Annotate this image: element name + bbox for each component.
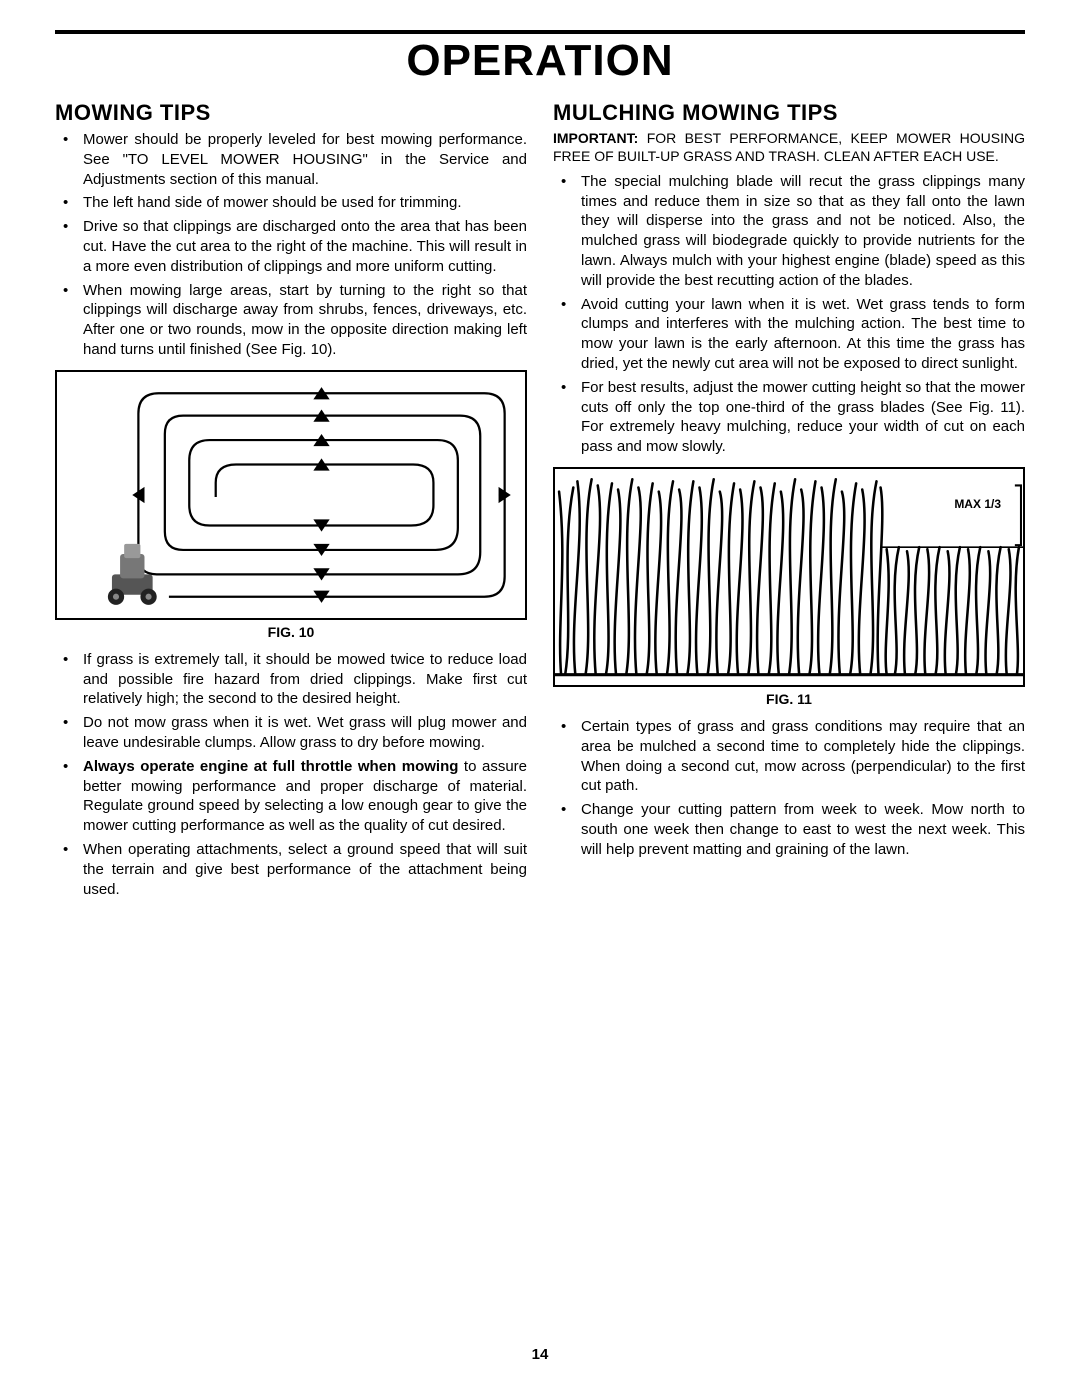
list-item: Certain types of grass and grass conditi… xyxy=(553,717,1025,796)
max-one-third-label: MAX 1/3 xyxy=(952,497,1003,511)
figure-10 xyxy=(55,370,527,620)
mulching-tips-list-top: The special mulching blade will recut th… xyxy=(553,172,1025,457)
page-number: 14 xyxy=(0,1346,1080,1363)
list-item: Change your cutting pattern from week to… xyxy=(553,800,1025,859)
list-item: The special mulching blade will recut th… xyxy=(553,172,1025,291)
mowing-tips-heading: MOWING TIPS xyxy=(55,100,527,126)
right-column: MULCHING MOWING TIPS IMPORTANT: FOR BEST… xyxy=(553,94,1025,903)
list-item: Drive so that clippings are discharged o… xyxy=(55,217,527,276)
left-column: MOWING TIPS Mower should be properly lev… xyxy=(55,94,527,903)
content-columns: MOWING TIPS Mower should be properly lev… xyxy=(55,94,1025,903)
manual-page: OPERATION MOWING TIPS Mower should be pr… xyxy=(0,0,1080,1397)
important-note: IMPORTANT: FOR BEST PERFORMANCE, KEEP MO… xyxy=(553,130,1025,166)
mowing-pattern-diagram xyxy=(57,372,525,618)
list-item: When operating attachments, select a gro… xyxy=(55,840,527,899)
list-item: Mower should be properly leveled for bes… xyxy=(55,130,527,189)
top-rule xyxy=(55,30,1025,34)
list-item: For best results, adjust the mower cutti… xyxy=(553,378,1025,457)
figure-10-caption: FIG. 10 xyxy=(55,624,527,640)
mowing-tips-list-top: Mower should be properly leveled for bes… xyxy=(55,130,527,360)
figure-11: MAX 1/3 xyxy=(553,467,1025,687)
list-item: If grass is extremely tall, it should be… xyxy=(55,650,527,709)
list-item: Avoid cutting your lawn when it is wet. … xyxy=(553,295,1025,374)
list-item: Always operate engine at full throttle w… xyxy=(55,757,527,836)
mowing-tips-list-bottom: If grass is extremely tall, it should be… xyxy=(55,650,527,900)
mulching-tips-heading: MULCHING MOWING TIPS xyxy=(553,100,1025,126)
page-title: OPERATION xyxy=(55,36,1025,86)
figure-11-caption: FIG. 11 xyxy=(553,691,1025,707)
important-label: IMPORTANT: xyxy=(553,130,638,146)
list-item: The left hand side of mower should be us… xyxy=(55,193,527,213)
list-item: Do not mow grass when it is wet. Wet gra… xyxy=(55,713,527,753)
list-item: When mowing large areas, start by turnin… xyxy=(55,281,527,360)
mulching-tips-list-bottom: Certain types of grass and grass conditi… xyxy=(553,717,1025,860)
bold-lead: Always operate engine at full throttle w… xyxy=(83,758,458,775)
